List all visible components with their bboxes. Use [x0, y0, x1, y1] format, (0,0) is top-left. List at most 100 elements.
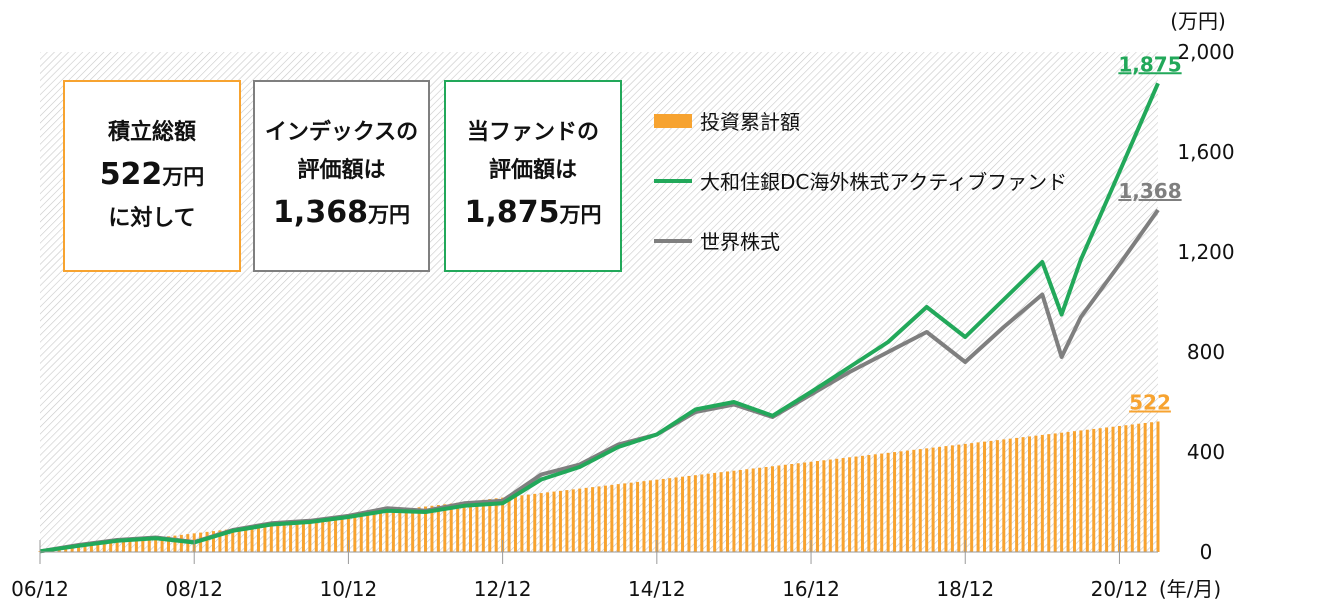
legend-swatch-cumulative — [654, 113, 692, 128]
cumulative-bar — [468, 501, 472, 552]
cumulative-bar — [687, 475, 691, 552]
legend-label-cumulative: 投資累計額 — [700, 110, 800, 134]
x-unit-label: (年/月) — [1159, 577, 1221, 601]
cumulative-bar — [745, 469, 749, 552]
cumulative-bar — [770, 466, 774, 552]
cumulative-bar — [481, 499, 485, 552]
cumulative-bar — [1137, 423, 1141, 552]
cumulative-bar — [494, 498, 498, 552]
cumulative-bar — [732, 470, 736, 552]
cumulative-bars — [38, 421, 1160, 552]
cumulative-bar — [353, 514, 357, 552]
cumulative-bar — [346, 515, 350, 552]
cumulative-bar — [218, 530, 222, 552]
cumulative-bar — [513, 496, 517, 552]
cumulative-bar — [167, 536, 171, 552]
cumulative-bar — [398, 509, 402, 552]
cumulative-bar — [1156, 421, 1160, 552]
cumulative-bar — [719, 472, 723, 552]
cumulative-bar — [899, 451, 903, 552]
summary-total-amount: 522万円 — [100, 152, 205, 200]
legend-item-cumulative: 投資累計額 — [654, 106, 800, 135]
cumulative-bar — [1008, 438, 1012, 552]
legend-label-fund: 大和住銀DC海外株式アクティブファンド — [700, 170, 1068, 194]
cumulative-bar — [128, 540, 132, 552]
y-tick-label: 0 — [1200, 540, 1213, 564]
cumulative-bar — [931, 447, 935, 552]
cumulative-bar — [1072, 431, 1076, 552]
y-tick-label: 800 — [1187, 340, 1225, 364]
index-end-label: 1,368 — [1118, 179, 1181, 203]
cumulative-bar — [706, 473, 710, 552]
cumulative-bar — [301, 520, 305, 552]
cumulative-bar — [231, 528, 235, 552]
y-unit-label: (万円) — [1170, 9, 1226, 33]
summary-box-index: インデックスの 評価額は 1,368万円 — [253, 80, 430, 272]
cumulative-bar — [700, 474, 704, 552]
x-tick-label: 10/12 — [320, 577, 378, 601]
cumulative-bar — [983, 441, 987, 552]
cumulative-bar — [610, 484, 614, 552]
fund-end-label: 1,875 — [1118, 52, 1181, 76]
cumulative-bar — [726, 471, 730, 552]
cumulative-bar — [462, 502, 466, 552]
summary-index-line1: インデックスの — [264, 120, 419, 145]
cumulative-bar — [713, 472, 717, 552]
cumulative-bar — [674, 477, 678, 552]
cumulative-bar — [321, 518, 325, 552]
cumulative-bar — [661, 478, 665, 552]
cumulative-bar — [179, 534, 183, 552]
cumulative-bar — [501, 497, 505, 552]
cumulative-bar — [359, 513, 363, 552]
cumulative-bar — [655, 479, 659, 552]
cumulative-bar — [584, 487, 588, 552]
cumulative-bar — [552, 491, 556, 552]
cumulative-bar — [456, 502, 460, 552]
cumulative-end-label: 522 — [1129, 391, 1171, 415]
cumulative-bar — [1117, 425, 1121, 552]
y-tick-label: 2,000 — [1177, 40, 1234, 64]
cumulative-bar — [1111, 426, 1115, 552]
cumulative-bar — [96, 544, 100, 552]
y-tick-label: 1,600 — [1177, 140, 1234, 164]
cumulative-bar — [250, 526, 254, 552]
cumulative-bar — [417, 507, 421, 552]
cumulative-bar — [668, 478, 672, 552]
summary-total-line1: 積立総額 — [107, 120, 196, 145]
legend-swatch-index — [654, 238, 692, 243]
cumulative-bar — [308, 519, 312, 552]
cumulative-bar — [122, 541, 126, 552]
cumulative-bar — [1098, 428, 1102, 552]
cumulative-bar — [976, 442, 980, 552]
cumulative-bar — [160, 537, 164, 552]
cumulative-bar — [989, 440, 993, 552]
cumulative-bar — [1079, 430, 1083, 552]
cumulative-bar — [1027, 436, 1031, 552]
cumulative-bar — [154, 537, 158, 552]
cumulative-bar — [751, 468, 755, 552]
cumulative-bar — [1002, 439, 1006, 552]
cumulative-bar — [629, 482, 633, 552]
cumulative-bar — [783, 464, 787, 552]
cumulative-bar — [1040, 434, 1044, 552]
cumulative-bar — [970, 443, 974, 552]
cumulative-bar — [314, 519, 318, 552]
cumulative-bar — [848, 457, 852, 552]
cumulative-bar — [244, 527, 248, 552]
cumulative-bar — [815, 461, 819, 552]
cumulative-bar — [860, 455, 864, 552]
cumulative-bar — [1015, 437, 1019, 552]
cumulative-bar — [571, 489, 575, 552]
cumulative-bar — [340, 516, 344, 552]
cumulative-bar — [256, 525, 260, 552]
cumulative-bar — [648, 480, 652, 552]
cumulative-bar — [578, 488, 582, 552]
cumulative-bar — [693, 475, 697, 552]
cumulative-bar — [1150, 422, 1154, 552]
cumulative-bar — [963, 443, 967, 552]
cumulative-bar — [995, 440, 999, 552]
cumulative-bar — [379, 511, 383, 552]
x-tick-label: 16/12 — [782, 577, 840, 601]
cumulative-bar — [449, 503, 453, 552]
cumulative-bar — [925, 448, 929, 552]
